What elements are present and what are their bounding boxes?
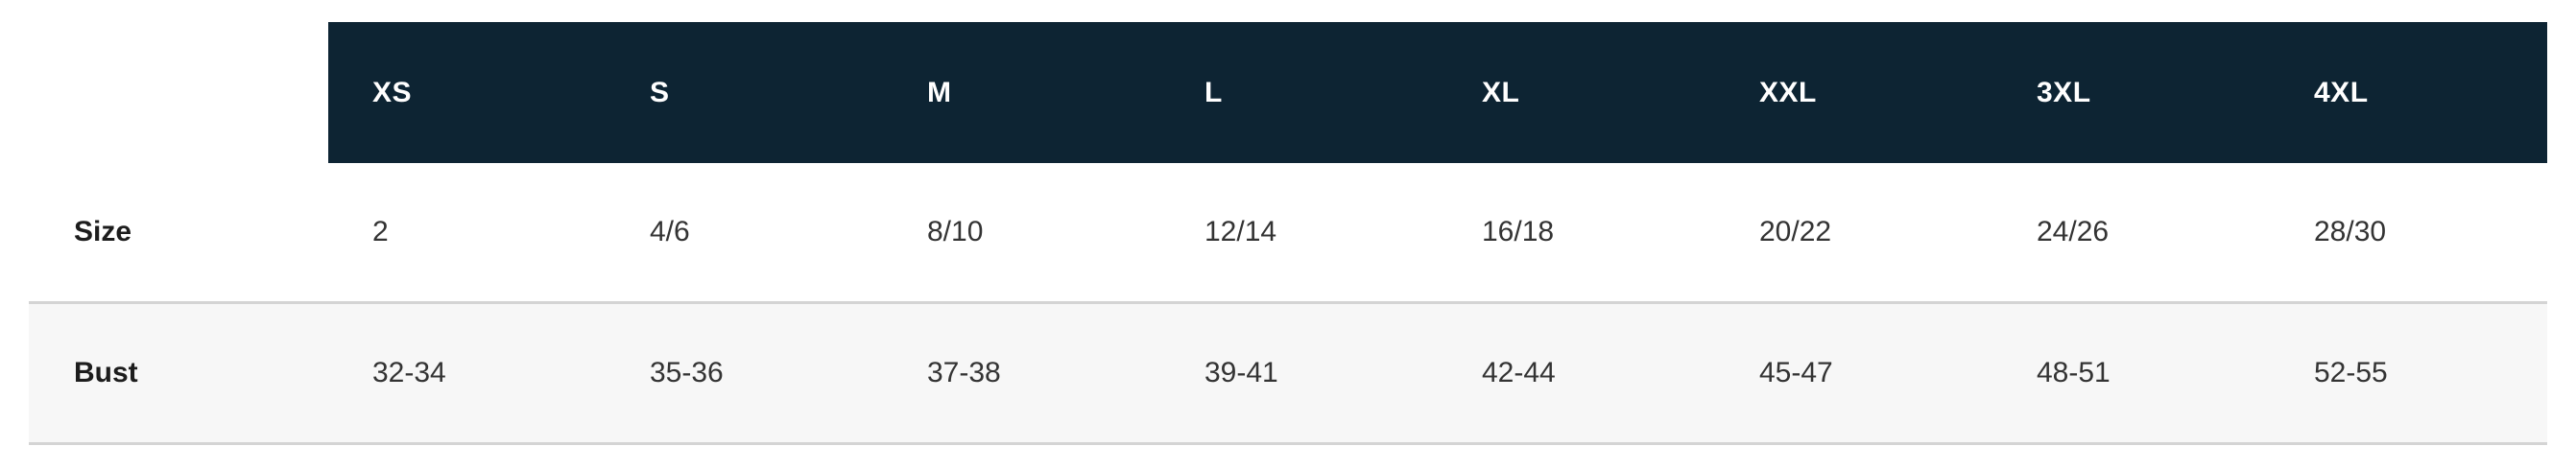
- header-cell-xs: XS: [328, 22, 606, 163]
- table-row-bust: Bust 32-34 35-36 37-38 39-41 42-44 45-47…: [29, 302, 2547, 443]
- size-value-s: 4/6: [650, 215, 690, 247]
- table-row-size: Size 2 4/6 8/10 12/14 16/18 20/22 24/26 …: [29, 163, 2547, 302]
- size-value-m: 8/10: [927, 215, 984, 247]
- row-label-bust: Bust: [74, 356, 138, 388]
- header-cell-xl: XL: [1438, 22, 1715, 163]
- header-cell-xxl: XXL: [1715, 22, 1992, 163]
- header-cell-3xl: 3XL: [1992, 22, 2270, 163]
- bust-value-s: 35-36: [650, 356, 724, 388]
- size-chart-table: XS S M L XL XXL 3XL 4XL Size 2 4/6 8/10 …: [29, 22, 2547, 445]
- header-cell-l: L: [1160, 22, 1438, 163]
- size-value-xs: 2: [372, 215, 389, 247]
- bust-value-xxl: 45-47: [1759, 356, 1833, 388]
- size-value-xxl: 20/22: [1759, 215, 1832, 247]
- size-value-4xl: 28/30: [2314, 215, 2387, 247]
- header-cell-m: M: [883, 22, 1160, 163]
- size-value-l: 12/14: [1205, 215, 1277, 247]
- size-chart: XS S M L XL XXL 3XL 4XL Size 2 4/6 8/10 …: [29, 22, 2547, 445]
- header-cell-4xl: 4XL: [2270, 22, 2547, 163]
- bust-value-4xl: 52-55: [2314, 356, 2388, 388]
- size-value-3xl: 24/26: [2037, 215, 2110, 247]
- header-cell-s: S: [606, 22, 883, 163]
- row-label-size: Size: [74, 215, 132, 247]
- bust-value-xl: 42-44: [1482, 356, 1556, 388]
- header-row: XS S M L XL XXL 3XL 4XL: [29, 22, 2547, 163]
- bust-value-l: 39-41: [1205, 356, 1278, 388]
- header-corner-cell: [29, 22, 328, 163]
- bust-value-xs: 32-34: [372, 356, 446, 388]
- size-value-xl: 16/18: [1482, 215, 1555, 247]
- bust-value-3xl: 48-51: [2037, 356, 2111, 388]
- bust-value-m: 37-38: [927, 356, 1001, 388]
